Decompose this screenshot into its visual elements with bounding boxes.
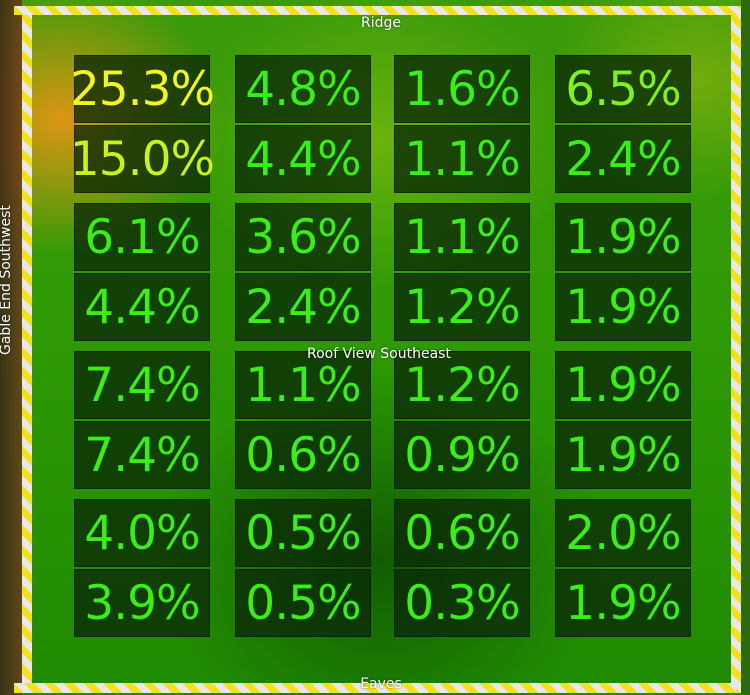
grid-cell[interactable]: 2.4% xyxy=(555,125,691,193)
hazard-border-bottom xyxy=(14,683,736,693)
grid-cell[interactable]: 1.2% xyxy=(394,273,530,341)
eaves-label: Eaves xyxy=(360,676,402,692)
grid-cell[interactable]: 0.6% xyxy=(235,421,371,489)
gable-side-label: Gable End Southwest xyxy=(0,205,14,355)
ridge-label: Ridge xyxy=(360,15,401,31)
grid-cell[interactable]: 1.2% xyxy=(394,351,530,419)
grid-cell[interactable]: 0.3% xyxy=(394,569,530,637)
grid-cell[interactable]: 0.5% xyxy=(235,499,371,567)
left-edge xyxy=(0,0,22,695)
view-title-label: Roof View Southeast xyxy=(307,346,451,362)
grid-cell[interactable]: 3.6% xyxy=(235,203,371,271)
grid-cell[interactable]: 6.5% xyxy=(555,55,691,123)
grid-cell[interactable]: 4.0% xyxy=(74,499,210,567)
grid-cell[interactable]: 7.4% xyxy=(74,351,210,419)
grid-cell[interactable]: 2.0% xyxy=(555,499,691,567)
grid-cell[interactable]: 1.9% xyxy=(555,203,691,271)
grid-cell[interactable]: 1.9% xyxy=(555,273,691,341)
grid-cell[interactable]: 25.3% xyxy=(70,55,215,123)
grid-cell[interactable]: 4.4% xyxy=(74,273,210,341)
hazard-border-left xyxy=(22,6,32,693)
right-edge xyxy=(741,0,750,695)
grid-cell[interactable]: 15.0% xyxy=(70,125,215,193)
grid-cell[interactable]: 4.8% xyxy=(235,55,371,123)
hazard-border-right xyxy=(731,6,741,693)
hazard-border-top xyxy=(14,6,736,15)
grid-cell[interactable]: 0.6% xyxy=(394,499,530,567)
grid-cell[interactable]: 3.9% xyxy=(74,569,210,637)
grid-cell[interactable]: 6.1% xyxy=(74,203,210,271)
grid-cell[interactable]: 1.1% xyxy=(394,203,530,271)
grid-cell[interactable]: 0.9% xyxy=(394,421,530,489)
grid-cell[interactable]: 0.5% xyxy=(235,569,371,637)
grid-cell[interactable]: 2.4% xyxy=(235,273,371,341)
grid-cell[interactable]: 1.1% xyxy=(235,351,371,419)
grid-cell[interactable]: 1.1% xyxy=(394,125,530,193)
grid-cell[interactable]: 1.9% xyxy=(555,421,691,489)
grid-cell[interactable]: 1.6% xyxy=(394,55,530,123)
grid-cell[interactable]: 4.4% xyxy=(235,125,371,193)
grid-cell[interactable]: 1.9% xyxy=(555,569,691,637)
grid-cell[interactable]: 1.9% xyxy=(555,351,691,419)
grid-cell[interactable]: 7.4% xyxy=(74,421,210,489)
